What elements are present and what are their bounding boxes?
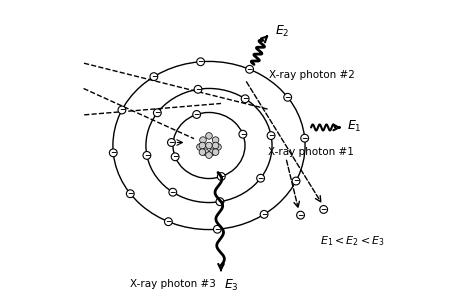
Circle shape [199,149,206,155]
Circle shape [206,133,212,139]
Circle shape [241,95,249,103]
Circle shape [202,149,209,155]
Circle shape [212,149,219,155]
Text: −: − [242,94,248,103]
Text: −: − [261,210,267,219]
Circle shape [212,137,219,143]
Circle shape [284,93,292,101]
Circle shape [171,153,179,161]
Text: −: − [110,148,116,157]
Text: −: − [302,134,308,143]
Circle shape [216,198,224,205]
Circle shape [267,132,275,139]
Text: X-ray photon #3: X-ray photon #3 [130,279,216,289]
Circle shape [320,205,328,213]
Text: −: − [144,151,150,160]
Circle shape [246,65,254,73]
Circle shape [164,218,172,226]
Circle shape [218,173,225,180]
Circle shape [168,138,175,146]
Text: −: − [268,131,274,140]
Text: −: − [168,138,175,147]
Circle shape [110,149,117,157]
Circle shape [209,149,216,155]
Circle shape [213,225,221,233]
Circle shape [126,190,134,198]
Text: X-ray photon #1: X-ray photon #1 [268,147,354,157]
Circle shape [197,58,205,66]
Circle shape [301,134,308,142]
Text: $E_3$: $E_3$ [224,278,239,293]
Text: −: − [284,93,291,102]
Circle shape [206,152,212,158]
Circle shape [169,188,177,196]
Text: −: − [193,110,200,119]
Text: −: − [172,152,178,161]
Text: −: − [321,205,327,214]
Circle shape [257,174,265,182]
Circle shape [199,142,206,149]
Circle shape [239,130,247,138]
Text: −: − [293,177,299,185]
Circle shape [292,177,300,185]
Text: −: − [217,197,223,206]
Circle shape [194,85,202,93]
Circle shape [193,111,200,118]
Text: −: − [151,72,157,81]
Circle shape [118,106,126,114]
Circle shape [215,144,221,150]
Text: −: − [154,108,160,117]
Circle shape [192,129,226,162]
Text: −: − [297,211,304,220]
Text: −: − [214,225,220,234]
Text: −: − [119,105,125,115]
Circle shape [206,142,212,149]
Text: −: − [165,217,171,226]
Text: −: − [240,130,246,139]
Circle shape [260,211,268,218]
Circle shape [197,144,203,150]
Text: −: − [247,65,253,74]
Text: $E_1 < E_2 < E_3$: $E_1 < E_2 < E_3$ [320,235,385,248]
Text: −: − [127,189,133,198]
Text: −: − [170,188,176,197]
Text: −: − [218,172,225,181]
Circle shape [143,152,151,159]
Text: $E_1$: $E_1$ [347,118,362,134]
Text: X-ray photon #2: X-ray photon #2 [269,70,355,80]
Text: −: − [257,174,264,183]
Circle shape [212,142,219,149]
Circle shape [150,73,158,81]
Circle shape [297,211,304,219]
Circle shape [153,109,161,117]
Circle shape [199,137,206,143]
Text: −: − [195,85,201,94]
Text: −: − [198,57,204,66]
Text: $E_2$: $E_2$ [275,24,289,39]
